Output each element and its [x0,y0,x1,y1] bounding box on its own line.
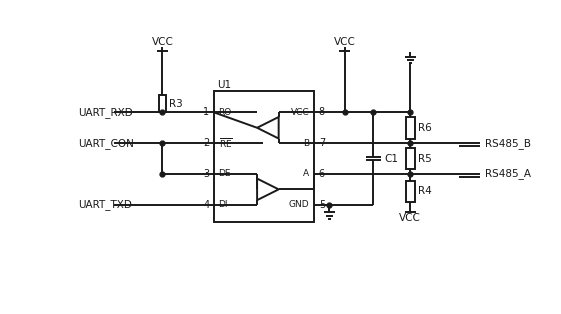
Text: 3: 3 [203,169,209,179]
Text: 2: 2 [203,138,209,148]
Text: 8: 8 [319,107,325,117]
Text: R4: R4 [418,186,432,196]
Text: 1: 1 [203,107,209,117]
Text: R6: R6 [418,123,432,133]
Text: DI: DI [219,200,228,209]
Text: U1: U1 [217,80,231,90]
Text: A: A [304,170,310,178]
Text: VCC: VCC [151,37,173,47]
Text: B: B [304,139,310,148]
Text: UART_CON: UART_CON [77,138,134,149]
Text: VCC: VCC [334,37,356,47]
Text: 6: 6 [319,169,325,179]
Bar [406,181,415,202]
Text: 5: 5 [319,200,325,210]
Bar [159,95,166,112]
Text: GND: GND [289,200,310,209]
Text: VCC: VCC [399,213,421,223]
Text: 4: 4 [203,200,209,210]
Text: R3: R3 [169,99,183,109]
Text: UART_RXD: UART_RXD [77,107,132,118]
Bar [214,91,314,222]
Text: RS485_A: RS485_A [485,169,531,179]
Text: $\overline{\mathrm{RE}}$: $\overline{\mathrm{RE}}$ [219,136,233,150]
Text: UART_TXD: UART_TXD [77,199,132,210]
Bar [406,117,415,138]
Text: C1: C1 [384,154,398,164]
Text: VCC: VCC [291,108,310,117]
Bar [406,148,415,169]
Text: R5: R5 [418,154,432,164]
Text: DE: DE [219,170,231,178]
Text: RS485_B: RS485_B [485,138,531,149]
Text: RO: RO [219,108,232,117]
Text: 7: 7 [319,138,325,148]
